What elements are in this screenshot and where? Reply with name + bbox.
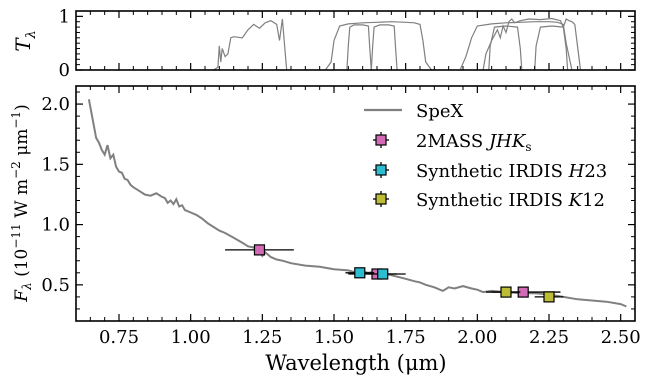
legend-h23-label: Synthetic IRDIS H23 bbox=[416, 161, 607, 182]
photometry-point bbox=[377, 268, 389, 280]
legend-k12-label: Synthetic IRDIS K12 bbox=[416, 190, 605, 211]
spectrum-ylabel: Fλ (10−11 W m−2 μm−1) bbox=[9, 104, 34, 302]
transmission-curve-4 bbox=[459, 21, 573, 71]
transmission-ylabel: Tλ bbox=[11, 30, 39, 52]
spectrum-xtick-label: 2.00 bbox=[457, 327, 497, 348]
spectrum-ytick-label: 2.0 bbox=[41, 94, 70, 115]
spectrum-ytick-label: 1.5 bbox=[41, 154, 70, 175]
spectrum-xtick-label: 2.25 bbox=[529, 327, 569, 348]
transmission-curve-3 bbox=[370, 24, 398, 71]
legend: SpeX 2MASS JHKs Synthetic IRDIS H23 Synt… bbox=[364, 101, 607, 211]
transmission-curves bbox=[213, 17, 582, 71]
legend-2mass-label: 2MASS JHKs bbox=[416, 131, 532, 154]
spectrum-ticks: 0.75 1.00 1.25 1.50 1.75 2.00 2.25 2.50 0.5 1.0 1.… bbox=[41, 86, 641, 348]
spectrum-xtick-label: 1.25 bbox=[242, 327, 282, 348]
transmission-panel: 01 Tλ bbox=[11, 6, 636, 81]
transmission-ticks: 01 bbox=[59, 6, 636, 81]
legend-speX-label: SpeX bbox=[416, 101, 464, 122]
photometry-point bbox=[500, 286, 512, 298]
transmission-curve-7 bbox=[534, 25, 569, 71]
spectrum-ytick-label: 0.5 bbox=[41, 275, 70, 296]
transmission-ytick-label: 1 bbox=[59, 6, 70, 27]
spectrum-xlabel: Wavelength (μm) bbox=[265, 351, 446, 375]
transmission-axes-frame bbox=[75, 10, 636, 71]
legend-2mass-swatch bbox=[373, 132, 389, 148]
transmission-ytick-label: 0 bbox=[59, 60, 70, 81]
transmission-curve-1 bbox=[324, 21, 432, 71]
photometry-point bbox=[543, 291, 555, 303]
spectrum-xtick-label: 2.50 bbox=[601, 327, 641, 348]
transmission-curve-5 bbox=[482, 17, 582, 71]
spectrum-plot bbox=[87, 99, 627, 308]
spectrum-axes-frame bbox=[75, 85, 636, 322]
spectrum-panel: 0.75 1.00 1.25 1.50 1.75 2.00 2.25 2.50 0.5 1.0 1.… bbox=[9, 85, 641, 375]
transmission-curve-0 bbox=[213, 18, 288, 71]
photometry-point bbox=[354, 267, 366, 279]
transmission-curve-2 bbox=[346, 24, 372, 71]
spectrum-xtick-label: 0.75 bbox=[99, 327, 139, 348]
spectrum-ytick-label: 1.0 bbox=[41, 215, 70, 236]
spectrum-xtick-label: 1.75 bbox=[386, 327, 426, 348]
spectrum-xtick-label: 1.00 bbox=[171, 327, 211, 348]
legend-h23-swatch bbox=[373, 162, 389, 178]
photometry-point bbox=[253, 244, 266, 256]
transmission-curve-6 bbox=[488, 25, 523, 71]
spectrum-xtick-label: 1.50 bbox=[314, 327, 354, 348]
legend-k12-swatch bbox=[373, 191, 389, 207]
